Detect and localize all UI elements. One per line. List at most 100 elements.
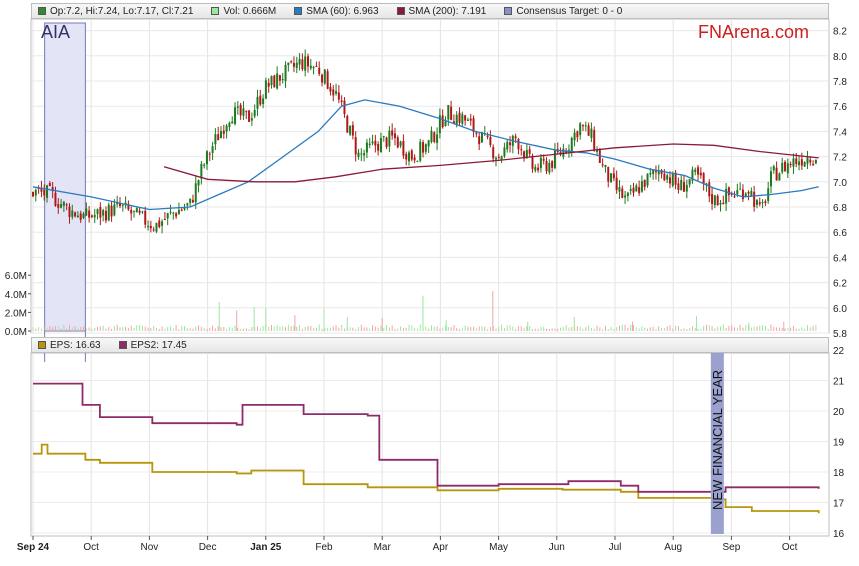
price-y-tick-label: 7.6	[833, 102, 847, 113]
price-y-tick-label: 6.2	[833, 279, 847, 290]
candle-body	[292, 62, 295, 67]
candle-body	[472, 118, 475, 132]
candle-body	[792, 158, 795, 167]
candle-body	[433, 132, 436, 142]
price-y-tick-label: 8.2	[833, 27, 847, 38]
candle-body	[273, 75, 276, 88]
candle-body	[161, 221, 164, 226]
x-tick-label: Nov	[141, 542, 159, 553]
candle-body	[186, 203, 189, 206]
candle-body	[194, 183, 197, 203]
candle-body	[259, 95, 262, 105]
candle-body	[486, 135, 489, 138]
x-tick-label: Jan 25	[250, 542, 282, 553]
candle-body	[537, 167, 540, 171]
candle-body	[298, 58, 301, 65]
price-legend-item: SMA (60): 6.963	[294, 6, 379, 17]
candle-body	[736, 190, 739, 195]
candle-body	[660, 170, 663, 174]
candle-body	[663, 173, 666, 181]
candle-body	[677, 183, 680, 190]
candle-body	[514, 136, 517, 139]
candle-body	[596, 149, 599, 152]
price-y-tick-label: 6.6	[833, 228, 847, 239]
candle-body	[640, 181, 643, 192]
candle-body	[806, 157, 809, 164]
candle-body	[175, 213, 178, 217]
price-panel-frame	[30, 18, 830, 334]
candle-body	[127, 203, 130, 210]
candle-body	[539, 157, 542, 169]
volume-y-tick-label: 6.0M	[5, 271, 27, 282]
candle-body	[632, 187, 635, 193]
candle-body	[130, 209, 133, 214]
candle-body	[231, 121, 234, 124]
eps-legend-label: EPS2: 17.45	[130, 339, 187, 351]
candle-body	[694, 169, 697, 173]
candle-body	[683, 182, 686, 192]
candle-body	[326, 71, 329, 89]
candle-body	[214, 134, 217, 145]
candle-body	[85, 208, 88, 216]
candle-body	[312, 67, 315, 69]
candle-body	[90, 215, 93, 217]
candle-body	[158, 220, 161, 227]
candle-body	[335, 91, 338, 94]
candle-body	[716, 195, 719, 206]
candle-body	[43, 189, 46, 196]
candle-body	[784, 161, 787, 172]
candle-body	[304, 56, 307, 71]
candle-body	[638, 187, 641, 194]
candle-body	[399, 141, 402, 146]
candle-body	[436, 134, 439, 143]
candle-body	[584, 125, 587, 127]
candle-body	[65, 204, 68, 206]
candle-body	[37, 187, 40, 189]
candle-body	[553, 150, 556, 169]
candle-body	[551, 161, 554, 168]
candle-body	[492, 147, 495, 159]
candle-body	[402, 140, 405, 156]
candle-body	[351, 125, 354, 136]
candle-body	[702, 173, 705, 185]
candle-body	[133, 210, 136, 212]
candle-body	[635, 185, 638, 192]
price-y-tick-label: 7.4	[833, 127, 847, 138]
candle-body	[800, 159, 803, 166]
price-legend-swatch	[294, 7, 303, 15]
candle-body	[671, 173, 674, 186]
price-legend-item: Op:7.2, Hi:7.24, Lo:7.17, Cl:7.21	[38, 6, 193, 17]
x-tick-label: Oct	[782, 542, 798, 553]
candle-body	[222, 130, 225, 134]
candle-body	[301, 59, 304, 70]
candle-body	[621, 188, 624, 198]
candle-body	[332, 89, 335, 96]
eps-legend-item: EPS: 16.63	[38, 340, 101, 351]
candle-body	[276, 73, 279, 89]
candle-body	[340, 100, 343, 103]
candle-body	[761, 202, 764, 204]
candle-body	[262, 98, 265, 105]
candle-body	[509, 142, 512, 146]
candle-body	[118, 203, 121, 206]
candle-body	[57, 204, 60, 208]
eps-y-tick-label: 20	[833, 407, 845, 418]
candle-body	[438, 115, 441, 134]
candle-body	[713, 195, 716, 206]
candle-body	[200, 163, 203, 179]
candle-body	[79, 213, 82, 220]
price-legend: Op:7.2, Hi:7.24, Lo:7.17, Cl:7.21 Vol: 0.…	[31, 3, 829, 19]
candle-body	[531, 155, 534, 169]
candle-body	[147, 226, 150, 228]
candle-body	[93, 214, 96, 218]
candle-body	[576, 131, 579, 138]
x-tick-label: Sep 24	[17, 542, 50, 553]
candle-body	[427, 140, 430, 147]
candle-body	[795, 158, 798, 165]
candle-body	[374, 140, 377, 146]
price-legend-label: SMA (200): 7.191	[408, 5, 487, 17]
candle-body	[688, 179, 691, 185]
candle-body	[48, 183, 51, 186]
candle-body	[769, 171, 772, 187]
